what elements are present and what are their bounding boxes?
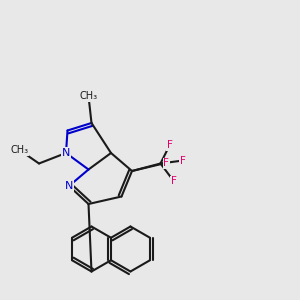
Text: F: F xyxy=(167,140,172,151)
Text: F: F xyxy=(171,176,177,187)
Text: F: F xyxy=(164,158,169,169)
Text: F: F xyxy=(180,155,186,166)
Text: CH₃: CH₃ xyxy=(80,91,98,101)
Text: CH₃: CH₃ xyxy=(11,145,28,155)
Text: N: N xyxy=(62,148,70,158)
Text: N: N xyxy=(65,181,73,191)
